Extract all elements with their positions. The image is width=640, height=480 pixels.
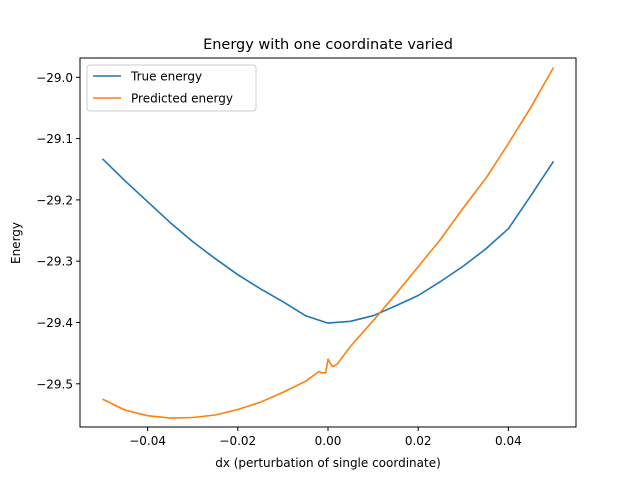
legend-box — [86, 64, 257, 112]
x-tick-label: −0.04 — [129, 434, 166, 448]
x-tick-label: −0.02 — [219, 434, 256, 448]
axes: −0.04 −0.02 0.00 0.02 0.04 −29.5 −29.4 −29.3 −29… — [36, 57, 577, 448]
legend: True energy Predicted energy — [86, 64, 257, 112]
x-axis-label: dx (perturbation of single coordinate) — [215, 456, 441, 470]
y-tick-label: −29.1 — [36, 132, 73, 146]
x-tick-label: 0.00 — [315, 434, 342, 448]
y-tick-label: −29.4 — [36, 316, 73, 330]
legend-label-2: Predicted energy — [131, 92, 233, 106]
x-tick-label: 0.02 — [405, 434, 432, 448]
series-line-2 — [102, 67, 555, 419]
y-axis-label: Energy — [9, 222, 23, 264]
y-tick-label: −29.0 — [36, 71, 73, 85]
y-tick-label: −29.3 — [36, 255, 73, 269]
y-tick-label: −29.5 — [36, 377, 73, 391]
chart-title: Energy with one coordinate varied — [203, 37, 453, 53]
legend-label-1: True energy — [130, 70, 202, 84]
series-line-1 — [101, 158, 555, 324]
x-tick-label: 0.04 — [495, 434, 522, 448]
y-tick-label: −29.2 — [36, 193, 73, 207]
plot-area — [101, 67, 555, 419]
